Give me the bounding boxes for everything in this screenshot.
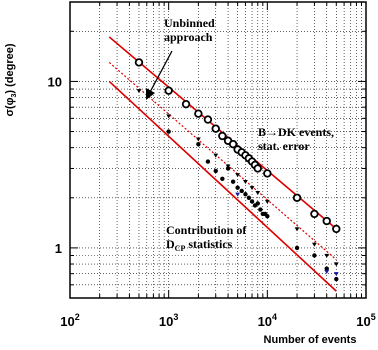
data-point-filled-circle: [225, 166, 231, 171]
fit-line-solid: [108, 80, 337, 292]
data-point-open-circle: [292, 193, 302, 202]
data-point-triangle: [136, 89, 142, 94]
x-tick-label: 103: [159, 312, 178, 329]
data-point-filled-circle: [243, 192, 248, 197]
plot-frame: [69, 1, 367, 299]
data-point-filled-circle: [294, 245, 300, 251]
data-point-triangle: [255, 190, 261, 195]
data-point-open-circle: [134, 58, 144, 67]
data-point-triangle: [333, 262, 339, 267]
data-point-triangle: [264, 199, 270, 204]
data-point-filled-circle: [324, 266, 329, 271]
data-point-triangle: [249, 186, 255, 191]
annotation-dcp: Contribution of DCP statistics: [166, 223, 249, 253]
data-point-filled-circle: [239, 188, 244, 194]
y-axis-label: σ(φ3) (degree): [4, 43, 18, 116]
data-point-triangle: [235, 192, 241, 197]
x-tick-label: 105: [356, 312, 375, 329]
arrow-head-icon: [146, 88, 155, 100]
data-point-open-circle: [253, 164, 262, 173]
data-point-open-circle: [322, 216, 331, 226]
annotation-bdk: B→DK events, stat. error: [258, 125, 337, 153]
data-point-filled-circle: [205, 159, 211, 164]
y-tick-label: 10: [48, 74, 62, 89]
data-point-triangle: [235, 173, 241, 178]
x-tick-label: 102: [60, 312, 79, 329]
data-point-open-circle: [211, 124, 220, 133]
data-point-open-circle: [194, 109, 203, 118]
data-point-open-circle: [181, 99, 191, 109]
data-point-open-circle: [218, 131, 227, 141]
data-point-filled-circle: [246, 195, 252, 200]
data-point-filled-circle: [220, 176, 225, 182]
data-point-triangle: [243, 180, 248, 185]
axis-ticks: 102 103 104 105 1 10: [48, 1, 376, 329]
data-point-filled-circle: [265, 214, 270, 219]
data-point-filled-circle: [334, 276, 339, 282]
data-point-triangle: [324, 253, 330, 258]
data-point-triangle: [312, 242, 317, 247]
data-point-triangle: [213, 153, 219, 158]
annotation-unbinned: Unbinned approach: [164, 16, 218, 44]
data-points: [134, 58, 341, 282]
data-point-filled-circle: [166, 129, 171, 134]
data-point-triangle: [195, 137, 201, 142]
data-point-open-circle: [228, 139, 238, 149]
data-point-filled-circle: [258, 207, 263, 212]
data-point-triangle: [166, 114, 172, 119]
data-point-filled-circle: [249, 199, 255, 204]
data-point-filled-circle: [235, 185, 240, 190]
data-point-open-circle: [332, 224, 341, 234]
x-tick-label: 104: [258, 312, 277, 329]
data-point-filled-circle: [196, 141, 201, 147]
x-axis-label: Number of events: [264, 334, 357, 346]
data-point-filled-circle: [230, 179, 236, 184]
data-point-open-circle: [203, 115, 213, 124]
data-point-triangle: [324, 270, 330, 275]
annotation-arrow: [148, 50, 173, 95]
data-point-filled-circle: [312, 253, 317, 258]
data-point-triangle: [333, 272, 339, 277]
fit-lines: [108, 36, 337, 292]
data-point-open-circle: [310, 209, 319, 219]
data-point-filled-circle: [213, 168, 218, 174]
data-point-filled-circle: [255, 201, 260, 206]
data-point-triangle: [294, 227, 300, 232]
data-point-open-circle: [164, 86, 173, 95]
y-tick-label: 1: [55, 241, 62, 256]
grid: [70, 2, 366, 298]
data-point-open-circle: [263, 169, 272, 178]
